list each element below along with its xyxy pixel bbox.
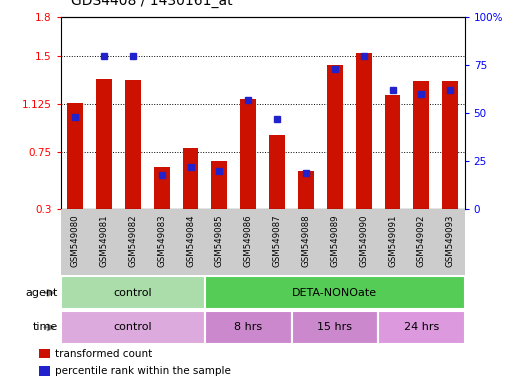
Text: GDS4408 / 1430161_at: GDS4408 / 1430161_at (71, 0, 233, 8)
Bar (39, 366, 50, 376)
Text: time: time (33, 322, 58, 333)
Text: GSM549085: GSM549085 (215, 215, 224, 267)
Bar (291, 209, 320, 275)
Bar (176, 209, 205, 275)
Bar (234, 209, 263, 275)
Text: GSM549087: GSM549087 (272, 215, 281, 267)
Bar (96, 79, 112, 209)
Bar (327, 65, 343, 209)
Text: 8 hrs: 8 hrs (234, 322, 262, 333)
Text: GSM549089: GSM549089 (331, 215, 340, 267)
Bar (205, 276, 465, 309)
Bar (205, 209, 234, 275)
Bar (262, 209, 291, 275)
Text: agent: agent (26, 288, 58, 298)
Text: control: control (114, 288, 152, 298)
Text: GSM549080: GSM549080 (71, 215, 80, 267)
Bar (118, 209, 147, 275)
Bar (125, 80, 141, 209)
Bar (61, 311, 205, 344)
Text: GSM549092: GSM549092 (417, 215, 426, 267)
Bar (205, 311, 291, 344)
Bar (378, 209, 407, 275)
Bar (378, 311, 465, 344)
Bar (90, 209, 118, 275)
Text: 15 hrs: 15 hrs (317, 322, 352, 333)
Text: percentile rank within the sample: percentile rank within the sample (55, 366, 231, 376)
Text: GSM549090: GSM549090 (359, 215, 368, 267)
Bar (407, 209, 436, 275)
Text: GSM549086: GSM549086 (244, 215, 253, 267)
Bar (356, 53, 372, 209)
Bar (61, 209, 90, 275)
Bar (349, 209, 378, 275)
Bar (212, 161, 228, 209)
Bar (240, 99, 256, 209)
Bar (413, 81, 429, 209)
Bar (320, 209, 349, 275)
Bar (298, 171, 314, 209)
Bar (39, 349, 50, 358)
Bar (436, 209, 465, 275)
Bar (147, 209, 176, 275)
Bar (183, 148, 199, 209)
Bar (291, 311, 378, 344)
Bar (442, 81, 458, 209)
Bar (154, 167, 169, 209)
Text: GSM549093: GSM549093 (446, 215, 455, 267)
Text: DETA-NONOate: DETA-NONOate (292, 288, 378, 298)
Bar (384, 95, 400, 209)
Bar (269, 135, 285, 209)
Bar (67, 103, 83, 209)
Text: GSM549082: GSM549082 (128, 215, 137, 267)
Text: GSM549083: GSM549083 (157, 215, 166, 267)
Text: 24 hrs: 24 hrs (404, 322, 439, 333)
Text: transformed count: transformed count (55, 349, 152, 359)
Text: control: control (114, 322, 152, 333)
Text: GSM549084: GSM549084 (186, 215, 195, 267)
Text: GSM549088: GSM549088 (301, 215, 310, 267)
Text: GSM549081: GSM549081 (99, 215, 108, 267)
Text: GSM549091: GSM549091 (388, 215, 397, 267)
Bar (61, 276, 205, 309)
